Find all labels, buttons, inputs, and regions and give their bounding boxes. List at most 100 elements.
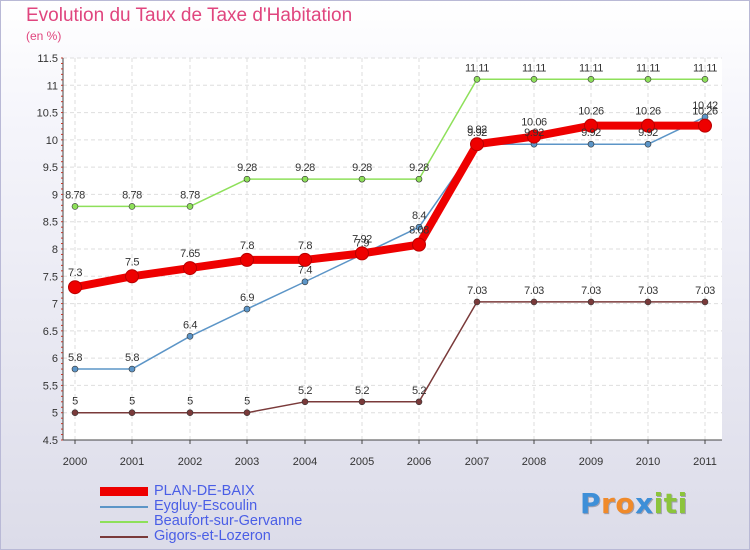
data-label: 7.03 [581, 285, 601, 297]
data-label: 9.92 [581, 127, 601, 139]
y-tick-label: 5 [52, 408, 58, 420]
data-label: 11.11 [579, 62, 603, 74]
data-point [125, 269, 139, 284]
data-label: 8.08 [409, 225, 429, 237]
x-tick-label: 2010 [636, 456, 660, 468]
data-label: 8.78 [122, 189, 142, 201]
y-tick-label: 11 [47, 80, 58, 92]
data-point [71, 409, 79, 417]
data-point [355, 246, 369, 261]
data-label: 11.11 [522, 62, 546, 74]
data-label: 9.92 [524, 127, 544, 139]
x-tick-label: 2003 [235, 456, 259, 468]
legend-swatch [100, 536, 148, 538]
logo-letter: P [580, 487, 602, 520]
data-label: 5.8 [125, 352, 139, 364]
series-line-1 [74, 116, 706, 370]
legend-swatch [100, 521, 148, 523]
data-label: 9.28 [237, 162, 257, 174]
data-point [641, 118, 655, 133]
data-label: 5.8 [68, 352, 82, 364]
data-label: 7.92 [352, 233, 372, 245]
x-tick-label: 2009 [579, 456, 603, 468]
data-point [644, 140, 652, 148]
data-label: 10.42 [692, 100, 718, 112]
data-label: 10.26 [578, 106, 604, 118]
data-point [415, 223, 423, 231]
data-label: 7.03 [695, 285, 715, 297]
data-label: 9.92 [467, 124, 487, 136]
data-point [240, 252, 254, 267]
data-label: 8.78 [180, 189, 200, 201]
logo-letter: o [615, 487, 636, 520]
data-label: 10.06 [521, 117, 547, 129]
data-point [473, 298, 481, 306]
data-label: 6.4 [183, 319, 197, 331]
data-label: 5 [129, 396, 135, 408]
data-label: 9.28 [409, 162, 429, 174]
data-label: 5 [187, 396, 193, 408]
x-tick-label: 2000 [63, 456, 87, 468]
logo-letter: t [663, 487, 678, 520]
data-point [68, 280, 82, 295]
y-tick-label: 11.5 [37, 53, 58, 65]
x-tick-label: 2001 [120, 456, 144, 468]
x-tick-label: 2006 [407, 456, 431, 468]
data-point [412, 237, 426, 252]
legend-label: Eygluy-Escoulin [154, 498, 258, 514]
data-label: 7.4 [298, 265, 312, 277]
data-point [301, 175, 309, 183]
data-label: 5 [72, 396, 78, 408]
legend-swatch [100, 506, 148, 508]
data-point [473, 75, 481, 83]
data-label: 7.8 [298, 240, 312, 252]
data-label: 5.2 [355, 385, 369, 397]
data-label: 11.11 [636, 62, 660, 74]
data-label: 8.78 [65, 189, 85, 201]
logo-letter: i [653, 487, 664, 520]
data-point [186, 409, 194, 417]
legend-label: Beaufort-sur-Gervanne [154, 513, 303, 529]
data-point [470, 137, 484, 152]
data-point [243, 175, 251, 183]
data-point [587, 75, 595, 83]
data-point [530, 298, 538, 306]
x-tick-label: 2008 [522, 456, 546, 468]
y-tick-label: 7 [52, 299, 58, 311]
data-label: 5 [244, 396, 250, 408]
data-label: 9.92 [638, 127, 658, 139]
data-label: 8.4 [412, 210, 426, 222]
data-point [128, 203, 136, 210]
series-line-0 [71, 121, 709, 292]
y-tick-label: 9 [52, 189, 58, 201]
data-label: 7.03 [467, 285, 487, 297]
legend-label: PLAN-DE-BAIX [154, 483, 255, 499]
data-point [644, 75, 652, 83]
data-label: 7.65 [180, 248, 200, 260]
y-tick-label: 4.5 [43, 435, 58, 447]
data-label: 9.28 [295, 162, 315, 174]
logo-letter: i [677, 487, 688, 520]
legend-swatch [100, 487, 148, 496]
series-line-2 [74, 78, 706, 208]
data-label: 9.92 [467, 127, 487, 139]
logo-letter: x [635, 487, 654, 520]
data-point [587, 140, 595, 148]
legend-label: Gigors-et-Lozeron [154, 528, 271, 544]
data-label: 6.9 [240, 292, 254, 304]
data-point [358, 398, 366, 406]
data-point [587, 298, 595, 306]
data-point [301, 278, 309, 286]
x-tick-label: 2002 [178, 456, 202, 468]
data-point [186, 203, 194, 210]
data-point [358, 175, 366, 183]
data-label: 7.03 [638, 285, 658, 297]
data-label: 11.11 [693, 62, 717, 74]
data-label: 5.2 [412, 385, 426, 397]
data-point [415, 175, 423, 183]
x-tick-label: 2011 [693, 456, 717, 468]
x-tick-label: 2007 [465, 456, 489, 468]
data-point [698, 118, 712, 133]
data-label: 10.26 [635, 106, 661, 118]
